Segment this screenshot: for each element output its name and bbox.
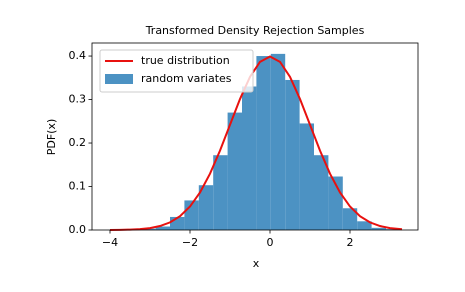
hist-bar (227, 112, 242, 230)
x-tick-label: −2 (182, 236, 198, 249)
y-tick-label: 0.4 (69, 49, 87, 62)
hist-bar (386, 229, 401, 230)
hist-bar (141, 228, 156, 230)
y-tick-label: 0.2 (69, 136, 87, 149)
hist-bar (256, 56, 271, 231)
pdf-line (109, 55, 403, 231)
plot-frame (91, 42, 419, 231)
y-tick-label: 0.1 (69, 180, 87, 193)
hist-bar (314, 155, 329, 230)
hist-bar (371, 227, 386, 230)
legend-box (99, 49, 254, 93)
hist-bar (198, 185, 214, 230)
hist-bar (270, 53, 286, 230)
y-tick-label: 0.3 (69, 93, 87, 106)
y-axis-label: PDF(x) (45, 119, 58, 156)
x-tick-label: 0 (267, 236, 274, 249)
hist-bar (242, 86, 257, 230)
hist-bar (285, 79, 300, 230)
hist-bar (155, 226, 170, 230)
x-tick-label: 2 (347, 236, 354, 249)
hist-bar (299, 123, 314, 230)
x-tick-label: −4 (102, 236, 118, 249)
x-axis-label: x (253, 257, 260, 270)
legend-label: random variates (141, 72, 232, 85)
hist-bar (213, 155, 228, 230)
legend-patch (105, 74, 133, 84)
legend-label: true distribution (141, 54, 230, 67)
chart-title: Transformed Density Rejection Samples (145, 24, 365, 37)
hist-bar (342, 208, 358, 230)
hist-bar (357, 221, 372, 230)
y-tick-label: 0.0 (69, 223, 87, 236)
